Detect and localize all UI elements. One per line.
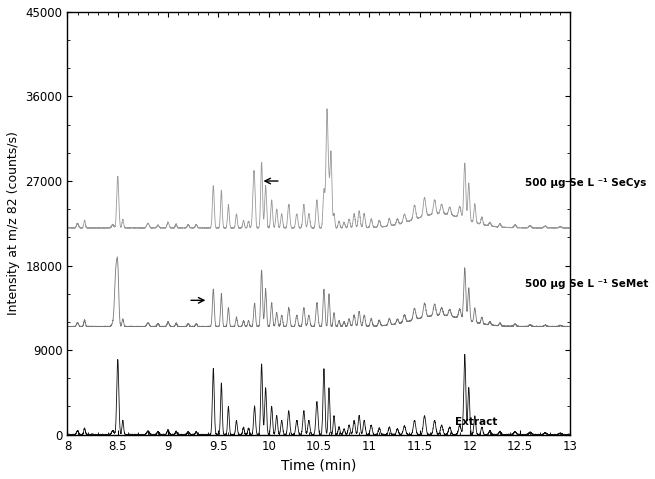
Text: 500 µg Se L ⁻¹ SeCys: 500 µg Se L ⁻¹ SeCys	[525, 178, 646, 188]
Text: Extract: Extract	[455, 417, 497, 427]
X-axis label: Time (min): Time (min)	[281, 458, 356, 472]
Text: 500 µg Se L ⁻¹ SeMet: 500 µg Se L ⁻¹ SeMet	[525, 279, 648, 289]
Y-axis label: Intensity at m/z 82 (counts/s): Intensity at m/z 82 (counts/s)	[7, 131, 20, 315]
